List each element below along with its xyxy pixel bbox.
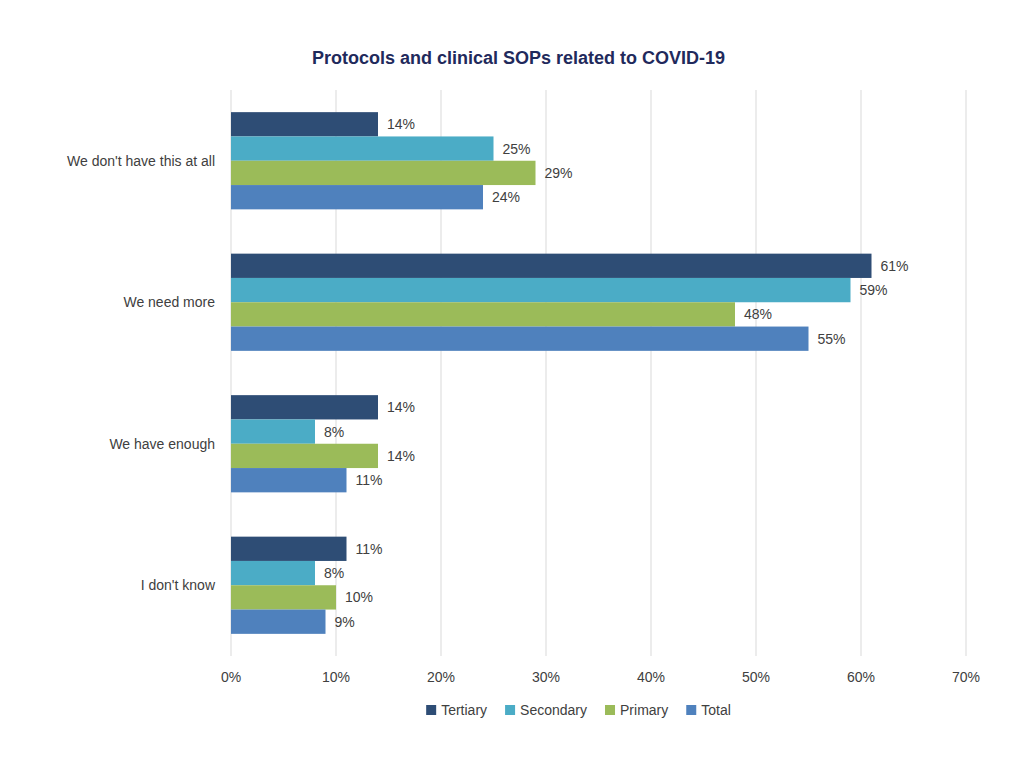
data-label: 14% — [387, 448, 415, 464]
legend-item: Tertiary — [426, 702, 487, 718]
category-label: We don't have this at all — [67, 153, 215, 169]
tick-label: 50% — [742, 669, 770, 685]
legend-label: Tertiary — [441, 702, 487, 718]
data-label: 55% — [818, 331, 846, 347]
data-label: 10% — [345, 589, 373, 605]
legend-swatch — [426, 705, 436, 715]
legend-label: Total — [701, 702, 731, 718]
bar — [231, 254, 872, 278]
data-label: 59% — [860, 282, 888, 298]
data-label: 25% — [503, 141, 531, 157]
bar — [231, 537, 347, 561]
category-label: I don't know — [141, 577, 216, 593]
legend-swatch — [686, 705, 696, 715]
tick-label: 40% — [637, 669, 665, 685]
grid — [231, 90, 966, 656]
bar — [231, 136, 494, 160]
data-label: 61% — [881, 258, 909, 274]
tick-label: 20% — [427, 669, 455, 685]
tick-label: 30% — [532, 669, 560, 685]
bar — [231, 444, 378, 468]
data-label: 24% — [492, 189, 520, 205]
grid-line — [861, 90, 862, 656]
legend: Tertiary Secondary Primary Total — [426, 702, 731, 718]
grid-line — [756, 90, 757, 656]
bar — [231, 561, 315, 585]
data-label: 11% — [356, 541, 383, 557]
labels: 14%25%29%24%61%59%48%55%14%8%14%11%11%8%… — [324, 116, 909, 629]
category-label: We have enough — [109, 436, 215, 452]
title: Protocols and clinical SOPs related to C… — [312, 48, 725, 68]
bar — [231, 610, 326, 634]
bars — [231, 112, 872, 634]
data-label: 8% — [324, 565, 344, 581]
tick-label: 10% — [322, 669, 350, 685]
chart: Protocols and clinical SOPs related to C… — [0, 0, 1024, 768]
tick-label: 0% — [221, 669, 241, 685]
tick-label: 60% — [847, 669, 875, 685]
bar — [231, 327, 809, 351]
bar — [231, 161, 536, 185]
background — [0, 0, 1024, 768]
bar — [231, 112, 378, 136]
bar — [231, 468, 347, 492]
data-label: 8% — [324, 424, 344, 440]
legend-swatch — [505, 705, 515, 715]
bar — [231, 278, 851, 302]
data-label: 29% — [545, 165, 573, 181]
legend-label: Primary — [620, 702, 668, 718]
data-label: 14% — [387, 116, 415, 132]
grid-line — [651, 90, 652, 656]
data-label: 14% — [387, 399, 415, 415]
legend-item: Secondary — [505, 702, 587, 718]
grid-line — [966, 90, 967, 656]
legend-label: Secondary — [520, 702, 587, 718]
legend-item: Primary — [605, 702, 668, 718]
legend-item: Total — [686, 702, 731, 718]
legend-swatch — [605, 705, 615, 715]
tick-label: 70% — [952, 669, 980, 685]
category-label: We need more — [123, 294, 215, 310]
data-label: 9% — [335, 614, 355, 630]
data-label: 11% — [356, 472, 383, 488]
bar — [231, 395, 378, 419]
bar — [231, 302, 735, 326]
bar — [231, 585, 336, 609]
bar — [231, 419, 315, 443]
bar — [231, 185, 483, 209]
data-label: 48% — [744, 306, 772, 322]
